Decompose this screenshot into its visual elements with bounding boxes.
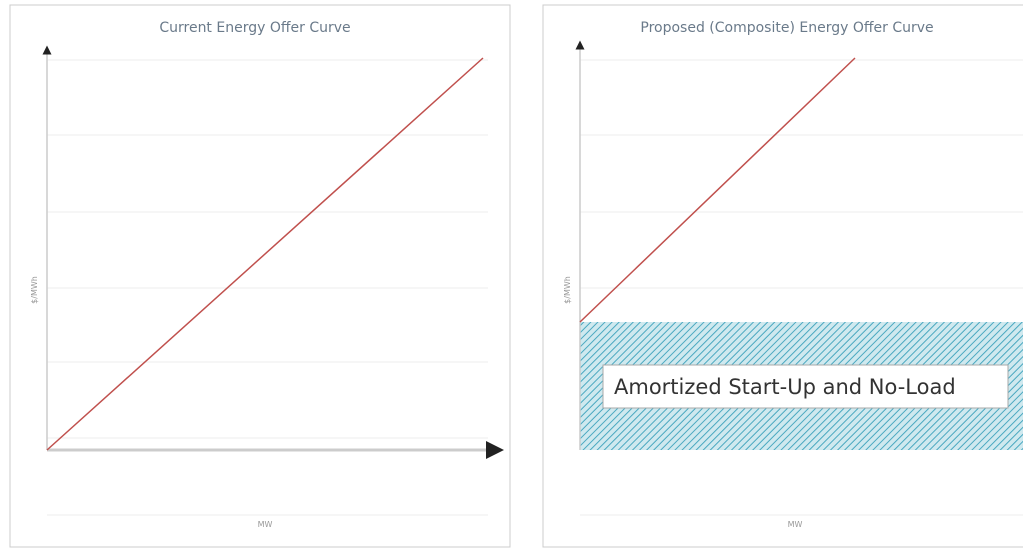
grid <box>580 59 1023 516</box>
x-axis-label: MW <box>788 520 803 529</box>
panel-border <box>542 4 1023 548</box>
region-label: Amortized Start-Up and No-Load <box>614 375 956 399</box>
panel-title: Proposed (Composite) Energy Offer Curve <box>640 20 933 36</box>
y-axis-label: $/MWh <box>30 276 39 304</box>
offer-curve <box>579 57 856 323</box>
x-axis-label: MW <box>258 520 273 529</box>
offer-curve <box>46 57 484 451</box>
panel-current: Current Energy Offer Curve MW $/MWh <box>9 4 511 548</box>
grid <box>47 59 488 516</box>
y-axis-label: $/MWh <box>563 276 572 304</box>
panel-border <box>9 4 511 548</box>
region-label-box <box>602 364 1009 409</box>
panel-proposed: Proposed (Composite) Energy Offer Curve … <box>542 4 1023 548</box>
panel-title: Current Energy Offer Curve <box>159 20 350 36</box>
